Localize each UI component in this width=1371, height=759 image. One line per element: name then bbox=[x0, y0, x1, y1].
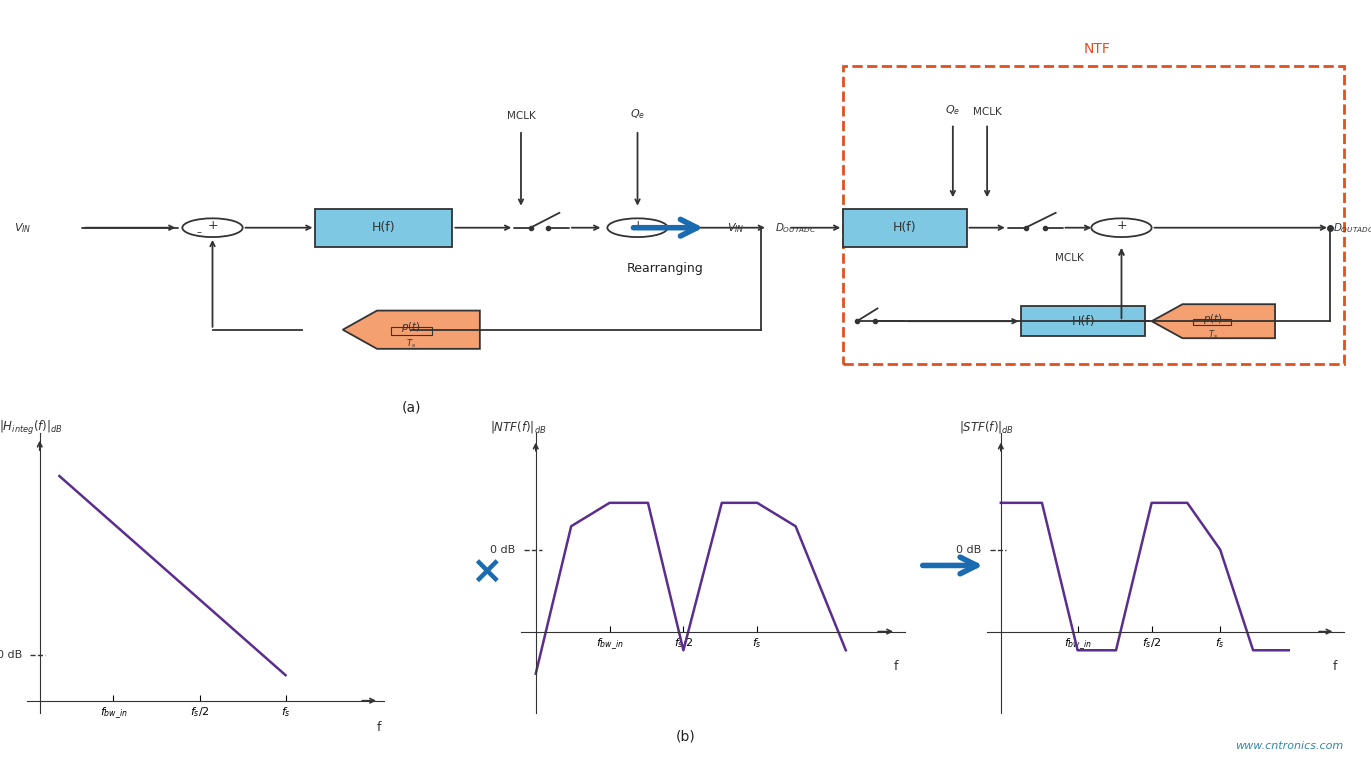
Text: MCLK: MCLK bbox=[1056, 254, 1083, 263]
FancyBboxPatch shape bbox=[1021, 307, 1145, 336]
Text: $D_{OUTADC}$: $D_{OUTADC}$ bbox=[1333, 221, 1371, 235]
Circle shape bbox=[182, 219, 243, 237]
Text: NTF: NTF bbox=[1083, 42, 1111, 55]
Text: Rearranging: Rearranging bbox=[627, 262, 703, 275]
Polygon shape bbox=[1152, 304, 1275, 339]
Circle shape bbox=[1091, 219, 1152, 237]
Text: f: f bbox=[1333, 660, 1338, 672]
Text: +: + bbox=[1116, 219, 1127, 232]
Text: ×: × bbox=[470, 554, 503, 592]
Text: +: + bbox=[632, 219, 643, 232]
Text: (a): (a) bbox=[402, 401, 421, 414]
Text: f: f bbox=[377, 721, 381, 734]
Text: H(f): H(f) bbox=[372, 221, 396, 235]
Text: 0 dB: 0 dB bbox=[489, 545, 515, 555]
Text: $D_{OUTADC}$: $D_{OUTADC}$ bbox=[775, 221, 816, 235]
Text: $p(t)$: $p(t)$ bbox=[1204, 312, 1223, 326]
Text: –: – bbox=[196, 227, 202, 237]
Text: $|H_{integ}(f)|_{dB}$: $|H_{integ}(f)|_{dB}$ bbox=[0, 419, 63, 436]
FancyBboxPatch shape bbox=[1193, 319, 1231, 326]
Text: 0 dB: 0 dB bbox=[0, 650, 22, 660]
Text: (b): (b) bbox=[676, 730, 695, 744]
Circle shape bbox=[607, 219, 668, 237]
FancyBboxPatch shape bbox=[391, 327, 432, 335]
Text: 0 dB: 0 dB bbox=[957, 545, 982, 555]
Text: H(f): H(f) bbox=[893, 221, 917, 235]
Text: f: f bbox=[894, 660, 898, 672]
FancyBboxPatch shape bbox=[843, 209, 967, 247]
Text: www.cntronics.com: www.cntronics.com bbox=[1235, 742, 1344, 751]
Text: $T_s$: $T_s$ bbox=[406, 337, 417, 350]
Text: $V_{IN}$: $V_{IN}$ bbox=[14, 221, 32, 235]
Text: $p(t)$: $p(t)$ bbox=[402, 320, 421, 334]
Text: +: + bbox=[207, 219, 218, 232]
Text: $V_{IN}$: $V_{IN}$ bbox=[727, 221, 744, 235]
Text: MCLK: MCLK bbox=[973, 107, 1001, 117]
Text: $Q_e$: $Q_e$ bbox=[945, 103, 961, 117]
Text: $T_s$: $T_s$ bbox=[1208, 329, 1219, 341]
Text: H(f): H(f) bbox=[1071, 315, 1095, 328]
Text: MCLK: MCLK bbox=[507, 112, 535, 121]
Text: $|NTF(f)|_{dB}$: $|NTF(f)|_{dB}$ bbox=[491, 419, 547, 435]
Text: $|STF(f)|_{dB}$: $|STF(f)|_{dB}$ bbox=[958, 419, 1013, 435]
FancyBboxPatch shape bbox=[315, 209, 452, 247]
Text: $Q_e$: $Q_e$ bbox=[629, 108, 646, 121]
Polygon shape bbox=[343, 310, 480, 349]
